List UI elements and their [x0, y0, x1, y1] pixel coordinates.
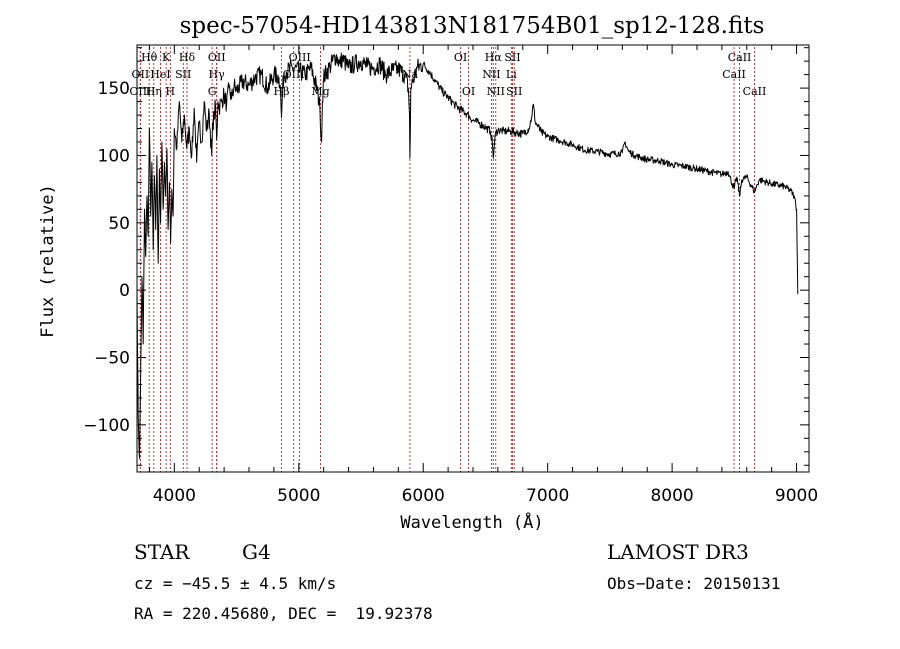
- redshift-readout: cz = −45.5 ± 4.5 km/s: [134, 574, 337, 593]
- spectral-line-label: OII: [208, 51, 226, 64]
- spectrum-series: [136, 52, 799, 459]
- plot-frame: [136, 44, 810, 473]
- x-tick-label: 5000: [277, 486, 320, 506]
- spectral-line-label: NII: [487, 85, 505, 98]
- spectral-line-label: K: [162, 51, 171, 64]
- y-tick-label: 100: [98, 146, 130, 166]
- spectral-line-label: OI: [462, 85, 475, 98]
- x-tick-label: 7000: [526, 486, 569, 506]
- spectral-line-label: Hβ: [274, 85, 290, 98]
- spectrum-line: [136, 52, 799, 459]
- object-type: STAR: [134, 540, 190, 564]
- x-tick-label: 6000: [402, 486, 445, 506]
- x-tick-label: 9000: [775, 486, 818, 506]
- spectral-line-label: OIII: [289, 51, 311, 64]
- spectral-line-label: G: [208, 85, 217, 98]
- spectral-line-label: NII: [482, 68, 500, 81]
- spectral-line-label: Hθ: [141, 51, 158, 64]
- spectral-line-label: OI: [454, 51, 467, 64]
- x-axis-label: Wavelength (Å): [400, 511, 543, 533]
- spectral-line-label: HeI: [150, 68, 170, 81]
- y-tick-label: 50: [108, 214, 130, 234]
- spectral-line-label: SII: [506, 85, 522, 98]
- spectral-line-label: Hα: [485, 51, 503, 64]
- observation-date: Obs−Date: 20150131: [607, 574, 781, 593]
- y-tick-label: 150: [98, 79, 130, 99]
- survey-name: LAMOST DR3: [607, 540, 749, 564]
- spectral-line-label: Hδ: [179, 51, 196, 64]
- coordinates-readout: RA = 220.45680, DEC = 19.92378: [134, 604, 433, 623]
- spectral-subclass: G4: [242, 540, 271, 564]
- y-tick-label: 0: [119, 281, 130, 301]
- spectral-line-label: Mg: [311, 85, 329, 98]
- spectral-line-label: CaII: [722, 68, 746, 81]
- spectral-line-label: SII: [504, 51, 520, 64]
- y-axis-label: Flux (relative): [38, 184, 58, 338]
- spectral-line-label: Li: [506, 68, 517, 81]
- spectral-line-label: SII: [175, 68, 191, 81]
- x-tick-label: 4000: [153, 486, 196, 506]
- spectral-lines-layer: [139, 47, 755, 472]
- chart-title: spec-57054-HD143813N181754B01_sp12-128.f…: [180, 13, 765, 39]
- spectral-line-label: H: [166, 85, 176, 98]
- y-tick-label: −100: [83, 416, 130, 436]
- axis-ticks: 4000 5000 6000 7000 8000 9000 −100 −50 0 50 100 150: [83, 45, 818, 506]
- spectral-line-label: CaII: [728, 51, 752, 64]
- spectral-line-label: Hγ: [209, 68, 226, 81]
- y-tick-label: −50: [94, 349, 130, 369]
- spectral-line-label: CaII: [743, 85, 767, 98]
- x-tick-label: 8000: [650, 486, 693, 506]
- spectral-line-label: Hη: [146, 85, 162, 98]
